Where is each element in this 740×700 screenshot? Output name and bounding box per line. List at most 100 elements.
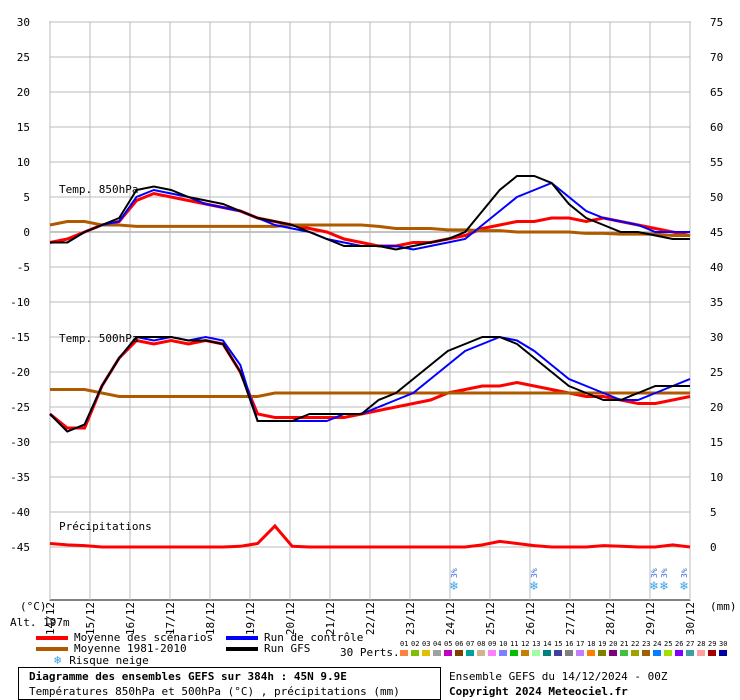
right-tick-label: 55 bbox=[710, 156, 723, 169]
right-tick-label: 75 bbox=[710, 16, 723, 29]
pert-swatch bbox=[697, 650, 705, 656]
legend-climo-swatch bbox=[36, 647, 68, 651]
snow-risk-label: 3% bbox=[530, 568, 539, 578]
pert-swatch bbox=[675, 650, 683, 656]
pert-number: 06 bbox=[455, 640, 464, 648]
right-tick-label: 60 bbox=[710, 121, 723, 134]
legend-mean: Moyenne des scénarios bbox=[36, 631, 213, 644]
left-tick-label: 25 bbox=[17, 51, 30, 64]
right-tick-label: 50 bbox=[710, 191, 723, 204]
pert-swatch bbox=[642, 650, 650, 656]
x-tick-label: 19/12 bbox=[244, 602, 257, 635]
legend-mean-label: Moyenne des scénarios bbox=[74, 631, 214, 644]
legend-snow: ❄ Risque neige bbox=[54, 653, 149, 667]
pert-swatch bbox=[510, 650, 518, 656]
snowflake-icon: ❄ bbox=[649, 579, 658, 594]
pert-swatch bbox=[411, 650, 419, 656]
legend-gfs: Run GFS bbox=[226, 642, 310, 655]
pert-number: 30 bbox=[719, 640, 728, 648]
panel-label-t500: Temp. 500hPa bbox=[59, 332, 139, 345]
x-tick-label: 29/12 bbox=[644, 602, 657, 635]
pert-swatch bbox=[488, 650, 496, 656]
series-line-precip bbox=[49, 523, 691, 549]
series-line-t500 bbox=[49, 335, 691, 433]
x-tick-label: 25/12 bbox=[484, 602, 497, 635]
right-tick-label: 5 bbox=[710, 506, 717, 519]
right-tick-label: 30 bbox=[710, 331, 723, 344]
pert-swatch bbox=[400, 650, 408, 656]
pert-number: 19 bbox=[598, 640, 607, 648]
snowflake-icon: ❄ bbox=[529, 579, 538, 594]
right-tick-label: 0 bbox=[710, 541, 717, 554]
pert-number: 13 bbox=[532, 640, 541, 648]
pert-swatch bbox=[686, 650, 694, 656]
pert-number: 05 bbox=[444, 640, 453, 648]
left-tick-label: -35 bbox=[10, 471, 30, 484]
snow-risk-label: 3% bbox=[650, 568, 659, 578]
panel-label-precip: Précipitations bbox=[59, 520, 152, 533]
pert-swatch bbox=[521, 650, 529, 656]
right-axis-unit: (mm) bbox=[710, 600, 737, 613]
pert-swatch bbox=[598, 650, 606, 656]
pert-number: 16 bbox=[565, 640, 574, 648]
left-tick-label: 10 bbox=[17, 156, 30, 169]
pert-number: 28 bbox=[697, 640, 706, 648]
pert-number: 21 bbox=[620, 640, 629, 648]
pert-swatch bbox=[477, 650, 485, 656]
left-tick-label: 0 bbox=[23, 226, 30, 239]
pert-swatch bbox=[620, 650, 628, 656]
left-tick-label: 30 bbox=[17, 16, 30, 29]
pert-swatch bbox=[543, 650, 551, 656]
perturbations-label: 30 Perts. bbox=[340, 646, 400, 659]
pert-swatch bbox=[587, 650, 595, 656]
left-tick-label: -25 bbox=[10, 401, 30, 414]
pert-swatch bbox=[455, 650, 463, 656]
pert-swatch bbox=[653, 650, 661, 656]
right-tick-label: 35 bbox=[710, 296, 723, 309]
left-axis-unit: (°C) bbox=[20, 600, 47, 613]
pert-number: 24 bbox=[653, 640, 662, 648]
legend-climo-label: Moyenne 1981-2010 bbox=[74, 642, 187, 655]
series-line-t500 bbox=[49, 336, 690, 433]
right-tick-label: 10 bbox=[710, 471, 723, 484]
x-tick-label: 16/12 bbox=[124, 602, 137, 635]
legend-mean-swatch bbox=[36, 636, 68, 640]
x-tick-label: 21/12 bbox=[324, 602, 337, 635]
legend-climo: Moyenne 1981-2010 bbox=[36, 642, 187, 655]
x-tick-label: 20/12 bbox=[284, 602, 297, 635]
footer-run: Ensemble GEFS du 14/12/2024 - 00Z bbox=[449, 670, 668, 683]
x-tick-label: 23/12 bbox=[404, 602, 417, 635]
x-tick-label: 22/12 bbox=[364, 602, 377, 635]
pert-number: 04 bbox=[433, 640, 442, 648]
pert-number: 01 bbox=[400, 640, 409, 648]
pert-number: 09 bbox=[488, 640, 497, 648]
series-line-t500 bbox=[49, 338, 691, 430]
left-tick-label: -15 bbox=[10, 331, 30, 344]
pert-number: 17 bbox=[576, 640, 585, 648]
snowflake-icon: ❄ bbox=[449, 579, 458, 594]
series-line-t850 bbox=[49, 220, 690, 237]
pert-number: 14 bbox=[543, 640, 552, 648]
pert-swatch bbox=[664, 650, 672, 656]
x-tick-label: 30/12 bbox=[684, 602, 697, 635]
pert-number: 27 bbox=[686, 640, 695, 648]
series-line-t500 bbox=[50, 388, 690, 398]
pert-swatch bbox=[499, 650, 507, 656]
pert-swatch bbox=[532, 650, 540, 656]
pert-swatch bbox=[719, 650, 727, 656]
left-tick-label: -45 bbox=[10, 541, 30, 554]
pert-swatch bbox=[609, 650, 617, 656]
legend-gfs-label: Run GFS bbox=[264, 642, 311, 655]
left-tick-label: -30 bbox=[10, 436, 30, 449]
legend-control-label: Run de contrôle bbox=[264, 631, 364, 644]
pert-swatch bbox=[422, 650, 430, 656]
snowflake-icon: ❄ bbox=[54, 653, 62, 667]
pert-swatch bbox=[433, 650, 441, 656]
snow-risk-label: 3% bbox=[450, 568, 459, 578]
pert-number: 07 bbox=[466, 640, 475, 648]
left-tick-label: 5 bbox=[23, 191, 30, 204]
pert-swatch bbox=[631, 650, 639, 656]
x-tick-label: 18/12 bbox=[204, 602, 217, 635]
snowflake-icon: ❄ bbox=[659, 579, 668, 594]
